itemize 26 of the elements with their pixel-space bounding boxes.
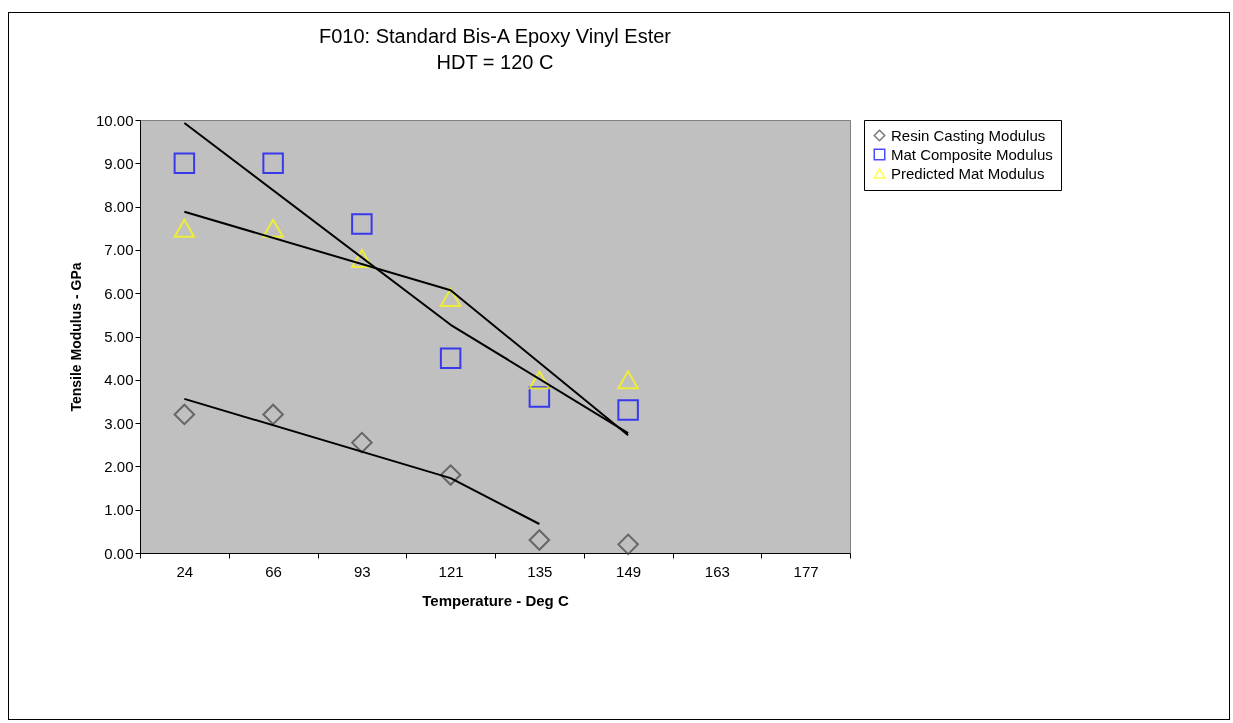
chart-title: F010: Standard Bis-A Epoxy Vinyl Ester	[318, 25, 672, 47]
chart-subtitle: HDT = 120 C	[436, 51, 554, 73]
x-tick-label: 66	[265, 562, 282, 580]
x-axis-title: Temperature - Deg C	[422, 591, 569, 609]
y-tick-label: 5.00	[104, 328, 134, 345]
x-tick-label: 121	[438, 562, 464, 580]
legend-label: Predicted Mat Modulus	[891, 164, 1045, 182]
y-tick-label: 0.00	[104, 544, 134, 562]
x-tick-label: 93	[354, 562, 371, 580]
x-tick-label: 135	[527, 562, 553, 580]
y-tick-label: 6.00	[104, 284, 134, 302]
y-tick-label: 7.00	[104, 241, 134, 259]
y-tick-label: 3.00	[104, 414, 134, 432]
x-tick-label: 24	[176, 562, 194, 580]
legend-label: Mat Composite Modulus	[891, 145, 1053, 163]
y-tick-label: 8.00	[104, 198, 134, 216]
legend-label: Resin Casting Modulus	[891, 126, 1046, 144]
y-tick-label: 1.00	[104, 501, 134, 519]
y-tick-label: 9.00	[104, 154, 134, 172]
y-axis-title: Tensile Modulus - GPa	[67, 262, 84, 412]
y-tick-label: 10.00	[95, 111, 134, 129]
x-tick-label: 163	[704, 562, 730, 580]
x-tick-label: 149	[616, 562, 642, 580]
y-tick-label: 4.00	[104, 371, 134, 389]
y-tick-label: 2.00	[104, 457, 134, 475]
x-tick-label: 177	[793, 562, 819, 580]
